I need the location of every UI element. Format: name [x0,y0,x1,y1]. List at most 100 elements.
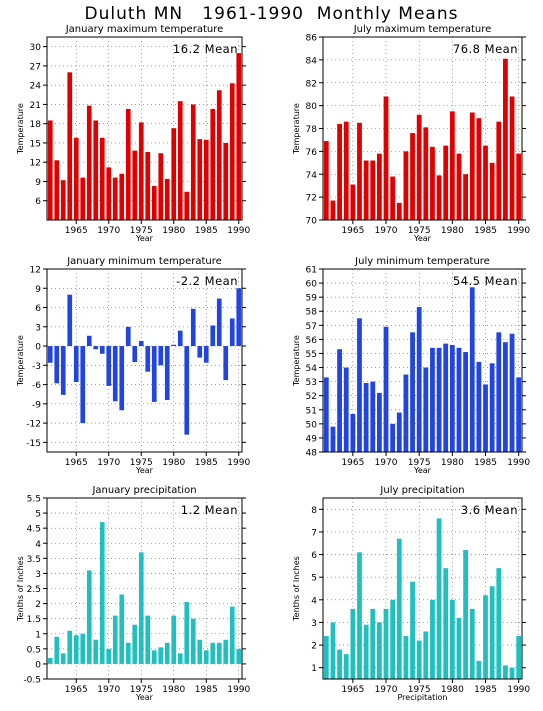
y-tick-label: 5 [311,574,317,584]
bar [73,346,79,383]
bar [430,347,435,452]
y-tick-label: 61 [306,266,317,276]
y-tick-label: 6 [35,304,41,314]
bar [350,184,356,220]
y-tick-label: 7 [311,528,317,538]
bar [99,522,105,664]
plot-frame [322,497,523,680]
bar [125,108,131,220]
bar [60,653,66,664]
y-tick-label: 1.5 [27,615,41,625]
y-tick-label: 3.5 [27,555,41,565]
page-title: Duluth MN 1961-1990 Monthly Means [84,4,459,24]
chart-title: July minimum temperature [354,256,490,267]
bar [229,83,235,220]
bar [67,72,73,220]
bar [476,361,482,452]
bar [119,346,125,411]
bar [112,615,118,664]
bar [496,121,502,220]
y-tick-label: -3 [32,362,41,372]
x-tick-label: 1975 [408,458,431,468]
x-tick-label: 1980 [162,685,185,695]
bar [396,412,402,452]
bar [93,120,99,220]
bar [503,665,508,679]
bar [177,330,183,347]
y-tick-label: 2 [35,600,41,610]
x-tick-label: 1975 [130,226,153,236]
bar [158,346,164,366]
bar [125,642,131,664]
chart-panel-5: -0.5 0 0.5 1 1.5 2 2.5 3 3.5 4 4.5 5 5.5 1965 1970 1975… [16,485,250,702]
bar [383,608,389,679]
bar [203,139,209,220]
bar [184,346,190,435]
y-tick-label: 4.5 [27,525,41,535]
bar [436,518,442,679]
bar [80,346,86,424]
plot-area [47,37,242,220]
y-tick-label: 86 [306,34,318,44]
bar [93,346,99,350]
bar [469,608,475,679]
x-tick-label: 1965 [65,458,88,468]
x-axis-label: Year [135,466,154,475]
bar [184,602,190,664]
bar [106,346,112,386]
x-tick-label: 1985 [474,458,497,468]
y-tick-label: 60 [306,280,318,290]
bar [456,153,462,220]
plot-frame [322,268,523,453]
bar [357,122,362,220]
bar [357,318,362,452]
y-axis-label: Tenths of Inches [292,556,301,622]
bar [370,381,376,452]
bar [145,151,151,220]
y-tick-label: 6 [35,197,41,207]
y-tick-label: 9 [35,285,41,295]
mean-label: 76.8 Mean [453,42,518,56]
bar [106,648,112,664]
bar [449,111,455,220]
bar [210,108,216,220]
chart-panel-2: 70 72 74 76 78 80 82 84 86 1965 1970 1975 1980 1985 19… [292,24,530,243]
chart-panel-3: -15 -12 -9 -6 -3 0 3 6 9 12 1965 1970 1975 1980 1985 19… [16,256,250,475]
plot-frame [46,36,243,221]
bar [456,617,462,679]
bar [337,649,342,679]
bar [483,595,488,679]
y-tick-label: 80 [306,102,318,112]
bar [184,191,190,220]
plot-area [323,498,522,679]
bar [132,150,138,220]
bar [509,333,515,452]
bar [93,639,99,664]
chart-title: January precipitation [91,485,196,496]
y-axis-label: Temperature [16,335,25,387]
bar [436,175,442,220]
bar [125,326,131,347]
bar [67,294,73,347]
bar [73,137,79,220]
bar [223,142,229,220]
bar [164,642,170,664]
y-tick-label: 84 [306,56,318,66]
bar [197,639,203,664]
y-tick-label: 1 [35,630,41,640]
x-tick-label: 1980 [162,226,185,236]
bar [449,599,455,679]
bar [203,346,209,363]
bar [112,346,118,402]
bar [177,653,183,664]
bar [210,642,216,664]
bar [396,202,402,220]
bar [73,635,79,664]
x-tick-label: 1970 [97,458,120,468]
x-tick-label: 1985 [195,685,218,695]
bar [54,346,60,384]
y-tick-label: 4 [311,596,317,606]
bar [489,162,495,220]
bar [423,127,429,220]
